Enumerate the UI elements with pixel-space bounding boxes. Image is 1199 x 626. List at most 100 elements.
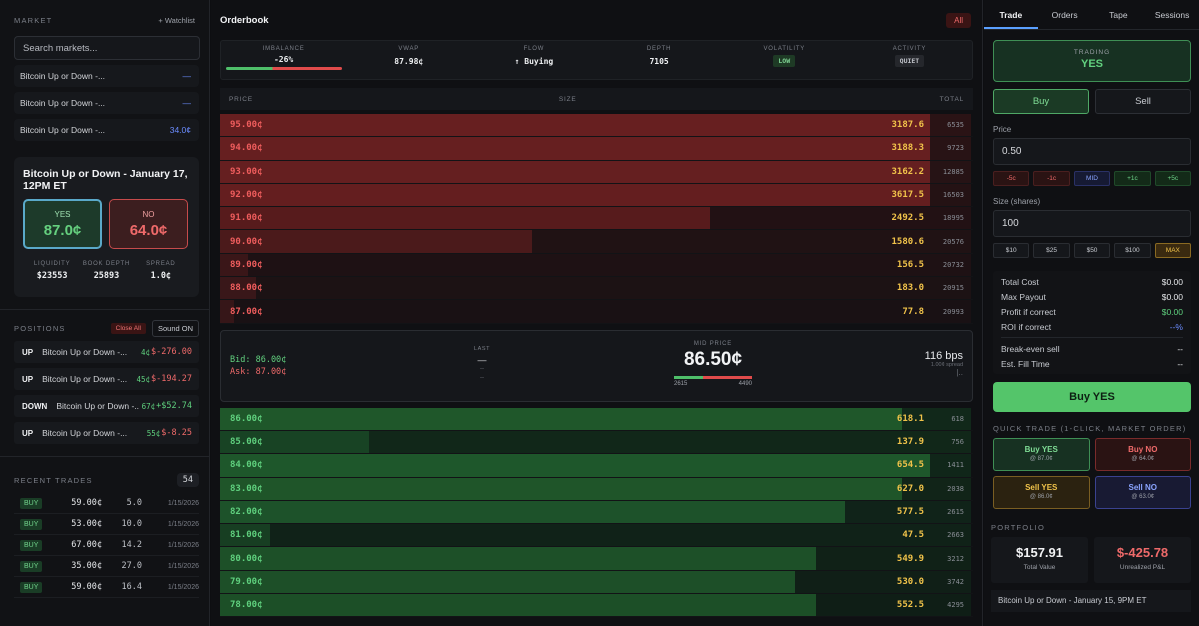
sell-side-button[interactable]: Sell [1095,89,1191,114]
size-10-button[interactable]: $10 [993,243,1030,258]
book-size: 549.9 [896,553,924,564]
bid-row[interactable]: 79.00¢ 530.0 3742 [220,570,973,595]
ask-row[interactable]: 89.00¢ 156.5 20732 [220,253,973,278]
position-row[interactable]: UP Bitcoin Up or Down -... 4¢ $-276.00 [14,341,199,363]
size-depth-bar [220,407,902,430]
price-minus-5c-button[interactable]: -5c [993,171,1030,186]
tab-sessions[interactable]: Sessions [1154,10,1190,20]
book-size: 627.0 [896,483,924,494]
market-list-item[interactable]: Bitcoin Up or Down -... — [14,65,199,87]
tab-trade[interactable]: Trade [984,0,1038,29]
orderbook-panel: Orderbook All IMBALANCE -26% VWAP 87.98¢ F… [211,0,983,626]
trade-date: 1/15/2026 [167,541,199,549]
stat-label: LIQUIDITY [33,261,71,267]
yes-outcome-button[interactable]: YES 87.0¢ [23,199,102,249]
trade-panel: Trade Orders Tape Sessions TRADING YES B… [984,0,1199,626]
size-50-button[interactable]: $50 [1073,243,1111,258]
size-depth-bar [220,207,710,230]
trade-row: BUY 53.00¢ 10.0 1/15/2026 [14,514,199,535]
mid-price-box: Bid: 86.00¢ Ask: 87.00¢ LAST — -- -- MID… [220,329,973,402]
ask-row[interactable]: 91.00¢ 2492.5 18995 [220,207,973,231]
portfolio-market-item[interactable]: Bitcoin Up or Down - January 15, 9PM ET [991,590,1191,612]
tab-orders[interactable]: Orders [1051,10,1078,20]
quick-sell-no-button[interactable]: Sell NO @ 63.0¢ [1094,476,1191,509]
size-depth-bar [220,430,369,454]
bid-row[interactable]: 80.00¢ 549.9 3212 [220,547,973,571]
ask-row[interactable]: 88.00¢ 183.0 20915 [220,277,973,301]
spread-block: 116 bps 1.00¢ spread |.. [925,350,963,377]
ask-row[interactable]: 90.00¢ 1580.6 20576 [220,230,973,254]
market-list-item[interactable]: Bitcoin Up or Down -... — [14,92,199,114]
ask-row[interactable]: 94.00¢ 3188.3 9723 [220,137,973,161]
spread-tick: |.. [956,367,963,377]
bid-row[interactable]: 82.00¢ 577.5 2615 [220,500,973,525]
selected-market-card: Bitcoin Up or Down - January 17, 12PM ET… [14,157,199,297]
quick-buy-no-button[interactable]: Buy NO @ 64.0¢ [1094,438,1191,471]
price-plus-1c-button[interactable]: +1c [1114,171,1151,186]
book-size: 552.5 [896,600,924,611]
market-list-item[interactable]: Bitcoin Up or Down -... 34.0¢ [14,119,199,141]
positions-list: UP Bitcoin Up or Down -... 4¢ $-276.00 UP Bi… [0,341,209,444]
ask-row[interactable]: 95.00¢ 3187.6 6535 [220,114,973,138]
bid-row[interactable]: 81.00¢ 47.5 2663 [220,524,973,548]
book-size: 156.5 [896,259,924,270]
buy-side-button[interactable]: Buy [993,89,1089,114]
search-markets-input[interactable] [14,36,200,60]
ask-row[interactable]: 93.00¢ 3162.2 12885 [220,160,973,184]
quick-sell-yes-button[interactable]: Sell YES @ 86.0¢ [993,476,1090,509]
tab-tape[interactable]: Tape [1109,10,1128,20]
watchlist-button[interactable]: + Watchlist [158,15,195,25]
size-depth-bar [220,183,930,207]
book-total: 3742 [947,577,964,586]
no-outcome-button[interactable]: NO 64.0¢ [109,199,188,249]
all-filter-button[interactable]: All [946,12,971,28]
bid-row[interactable]: 84.00¢ 654.5 1411 [220,454,973,478]
cumulative-depth-shade [220,430,971,454]
position-row[interactable]: UP Bitcoin Up or Down -... 55¢ $-8.25 [14,422,199,444]
market-name: Bitcoin Up or Down -... [20,98,106,108]
trade-qty: 10.0 [121,519,142,529]
metric-label: VOLATILITY [763,46,806,52]
price-plus-5c-button[interactable]: +5c [1154,171,1192,186]
buy-yes-submit-button[interactable]: Buy YES [993,382,1191,412]
size-depth-bar [220,300,234,323]
bid-row[interactable]: 85.00¢ 137.9 756 [220,430,973,455]
position-row[interactable]: DOWN Bitcoin Up or Down -... 67¢ +$52.74 [14,395,199,417]
close-all-button[interactable]: Close All [110,322,146,334]
total-col-header: TOTAL [939,95,964,103]
trade-qty: 5.0 [126,498,142,508]
size-depth-bar [220,547,816,570]
trade-side-badge: BUY [20,581,42,593]
position-row[interactable]: UP Bitcoin Up or Down -... 45¢ $-194.27 [14,368,199,390]
size-100-button[interactable]: $100 [1114,243,1151,258]
size-depth-bar [220,253,248,277]
size-preset-chips: $10 $25 $50 $100 MAX [993,243,1192,258]
bid-row[interactable]: 86.00¢ 618.1 618 [220,407,973,431]
quick-price: @ 63.0¢ [1131,494,1155,500]
price-minus-1c-button[interactable]: -1c [1033,171,1070,186]
size-max-button[interactable]: MAX [1154,243,1192,258]
quick-buy-yes-button[interactable]: Buy YES @ 87.0¢ [993,438,1090,471]
bid-row[interactable]: 78.00¢ 552.5 4295 [220,594,973,618]
bid-row[interactable]: 83.00¢ 627.0 2038 [220,477,973,501]
trading-outcome-toggle[interactable]: TRADING YES [993,40,1191,82]
trading-value: YES [1080,58,1103,70]
best-bid: Bid: 86.00¢ [230,354,287,365]
market-name: Bitcoin Up or Down -... [20,71,106,81]
price-mid-button[interactable]: MID [1073,171,1111,186]
position-pnl: $-276.00 [151,347,192,357]
size-25-button[interactable]: $25 [1033,243,1070,258]
metric-value: 7105 [649,57,669,66]
summary-line: ROI if correct --% [1001,319,1183,334]
sound-toggle[interactable]: Sound ON [151,319,199,337]
divider [1001,337,1183,338]
quick-label: Sell NO [1128,483,1157,492]
ask-row[interactable]: 92.00¢ 3617.5 16503 [220,183,973,208]
size-input[interactable] [993,210,1191,237]
book-total: 2615 [947,508,964,516]
asks-list: 95.00¢ 3187.6 6535 94.00¢ 3188.3 9723 93.00¢ 31… [220,114,973,324]
bid-depth: 2615 [674,380,688,387]
price-input[interactable] [993,138,1191,165]
ask-row[interactable]: 87.00¢ 77.8 20993 [220,300,973,324]
summary-value: --% [1169,321,1183,332]
